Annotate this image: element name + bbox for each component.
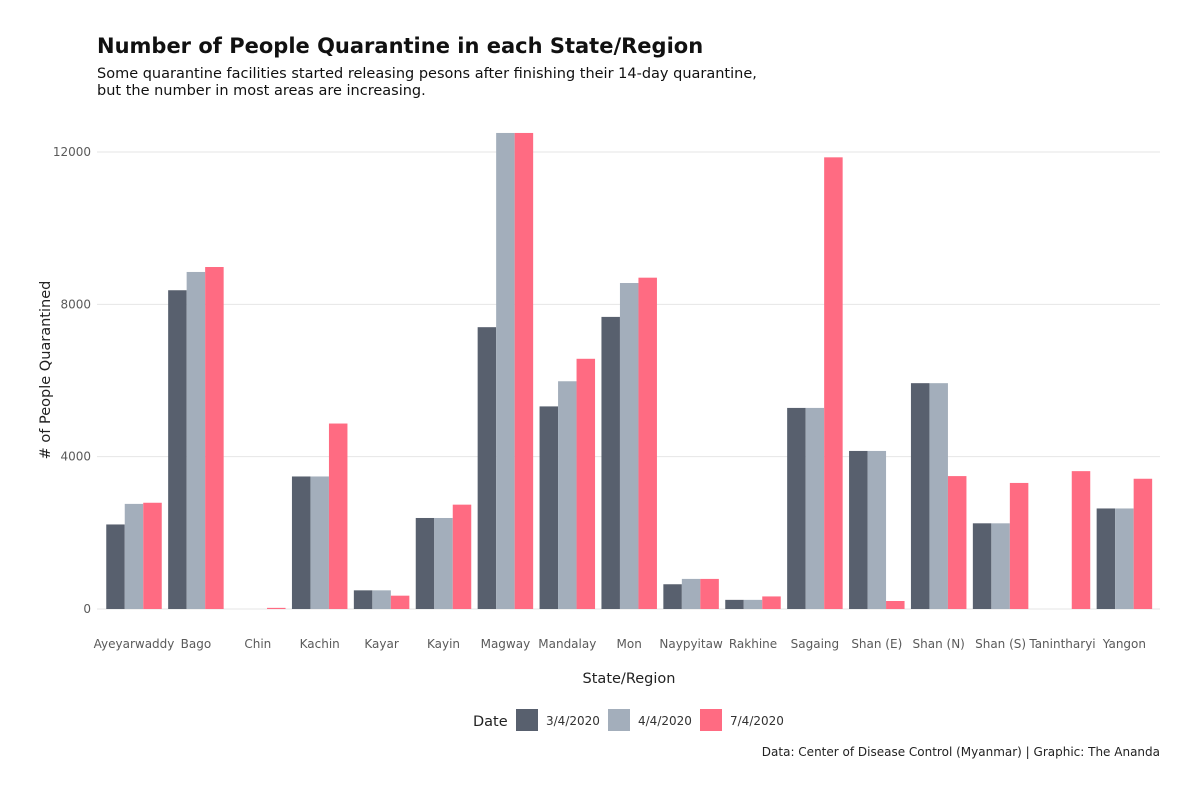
bar xyxy=(576,358,596,609)
chart-subtitle: Some quarantine facilities started relea… xyxy=(97,66,797,100)
bar xyxy=(143,502,162,609)
bar xyxy=(291,476,311,609)
bar xyxy=(762,596,781,609)
y-axis-title: # of People Quarantined xyxy=(38,281,54,460)
x-tick-label: Shan (N) xyxy=(913,637,965,651)
x-tick-label: Shan (E) xyxy=(851,637,902,651)
bar xyxy=(186,271,206,609)
bar xyxy=(601,316,620,609)
subtitle-line-2: but the number in most areas are increas… xyxy=(97,83,426,99)
x-tick-label: Kayar xyxy=(364,637,398,651)
bar xyxy=(1009,482,1029,609)
x-tick-label: Kayin xyxy=(427,637,460,651)
x-tick-label: Tanintharyi xyxy=(1028,637,1095,651)
bar xyxy=(787,407,806,609)
x-tick-label: Shan (S) xyxy=(975,637,1026,651)
bar xyxy=(972,523,992,609)
y-tick-label: 4000 xyxy=(60,450,91,464)
bar xyxy=(514,132,534,609)
legend-label: 7/4/2020 xyxy=(730,714,784,728)
bar xyxy=(434,517,453,609)
x-tick-label: Bago xyxy=(181,637,212,651)
bar xyxy=(947,476,967,609)
y-tick-label: 12000 xyxy=(53,145,91,159)
legend-label: 3/4/2020 xyxy=(546,714,600,728)
bar xyxy=(353,590,373,609)
y-tick-label: 8000 xyxy=(60,297,91,311)
x-tick-label: Rakhine xyxy=(729,637,777,651)
x-axis-ticks: Ayeyarwaddy Bago Chin Kachin Kayar Kayin Magwa… xyxy=(94,637,1146,651)
bar xyxy=(700,578,719,609)
bar xyxy=(910,383,930,609)
bar xyxy=(929,383,948,609)
bar xyxy=(106,524,125,609)
y-tick-label: 0 xyxy=(83,602,91,616)
bar xyxy=(390,595,410,609)
bar xyxy=(205,267,224,609)
bar xyxy=(1071,471,1091,609)
legend-swatch xyxy=(700,709,722,731)
bar xyxy=(681,578,701,609)
x-tick-label: Mandalay xyxy=(538,637,596,651)
x-axis-title: State/Region xyxy=(583,671,676,687)
bar xyxy=(558,381,577,609)
bar xyxy=(310,476,329,609)
legend: Date 3/4/2020 4/4/2020 7/4/2020 xyxy=(473,709,784,731)
bar xyxy=(805,407,825,609)
y-axis-ticks: 0 4000 8000 12000 xyxy=(53,145,91,616)
bar xyxy=(638,277,657,609)
x-tick-label: Yangon xyxy=(1102,637,1146,651)
x-tick-label: Chin xyxy=(244,637,271,651)
legend-label: 4/4/2020 xyxy=(638,714,692,728)
x-tick-label: Kachin xyxy=(300,637,340,651)
bar xyxy=(496,132,515,609)
bar xyxy=(477,327,497,609)
bar xyxy=(452,504,472,609)
bar xyxy=(168,290,187,609)
x-tick-label: Ayeyarwaddy xyxy=(94,637,175,651)
x-tick-label: Sagaing xyxy=(791,637,840,651)
legend-swatch xyxy=(608,709,630,731)
chart-caption: Data: Center of Disease Control (Myanmar… xyxy=(761,745,1160,759)
subtitle-line-1: Some quarantine facilities started relea… xyxy=(97,66,757,82)
bars xyxy=(106,132,1153,609)
bar xyxy=(619,283,639,609)
bar xyxy=(991,523,1010,609)
bar xyxy=(1096,508,1116,609)
legend-swatch xyxy=(516,709,538,731)
bar xyxy=(267,607,286,609)
bar xyxy=(1115,508,1134,609)
bar xyxy=(663,584,682,609)
bar xyxy=(725,599,744,609)
bar xyxy=(1133,478,1153,609)
bar xyxy=(743,599,763,609)
bar xyxy=(867,450,887,609)
bar xyxy=(539,406,559,609)
bar xyxy=(824,157,843,609)
legend-title: Date xyxy=(473,714,508,730)
x-tick-label: Magway xyxy=(481,637,531,651)
bar xyxy=(849,450,868,609)
bar xyxy=(886,601,905,609)
x-tick-label: Naypyitaw xyxy=(659,637,723,651)
bar xyxy=(415,517,435,609)
chart-title: Number of People Quarantine in each Stat… xyxy=(97,34,704,58)
x-tick-label: Mon xyxy=(617,637,642,651)
bar xyxy=(328,423,348,609)
bar xyxy=(372,590,391,609)
bar xyxy=(124,503,144,609)
